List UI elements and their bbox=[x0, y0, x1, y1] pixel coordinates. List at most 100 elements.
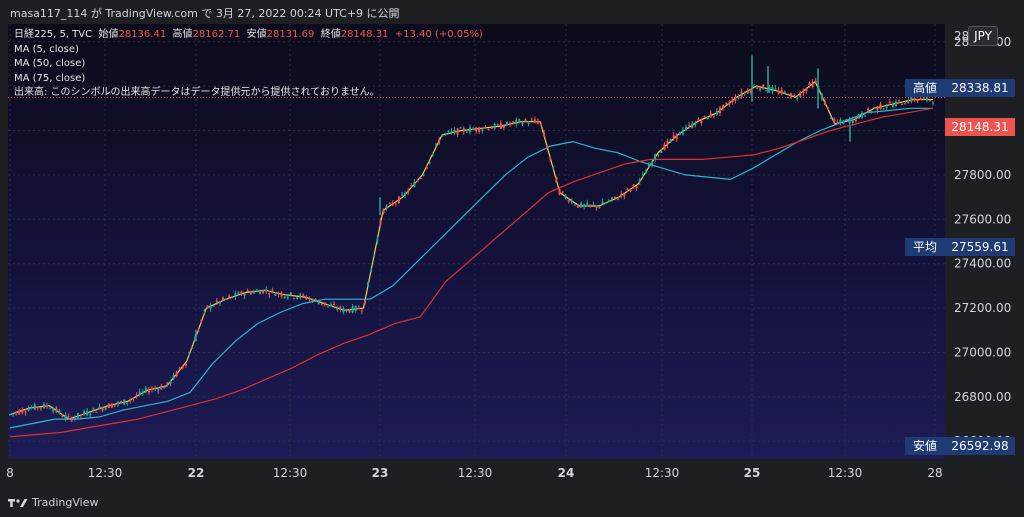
legend-ohlc-row: 日経225, 5, TVC 始値28136.41 高値28162.71 安値28… bbox=[14, 28, 483, 43]
candle-body bbox=[771, 86, 774, 92]
candle-body bbox=[129, 400, 132, 402]
candle-body bbox=[308, 297, 311, 300]
candle-body bbox=[861, 112, 863, 118]
candle-body bbox=[215, 300, 218, 303]
average-price-tag: 平均 27559.61 bbox=[905, 238, 1015, 256]
candle-body bbox=[712, 115, 715, 117]
candle-body bbox=[759, 88, 762, 91]
legend-symbol: 日経225, 5, TVC bbox=[14, 29, 93, 40]
candle-body bbox=[428, 162, 431, 164]
candle-body bbox=[135, 395, 138, 397]
candle-body bbox=[234, 293, 237, 297]
candle-body bbox=[320, 303, 323, 305]
legend-volume-note: 出来高: このシンボルの出来高データはデータ提供元から提供されておりません。 bbox=[14, 87, 380, 98]
candle-body bbox=[450, 131, 453, 133]
candle-body bbox=[694, 122, 697, 126]
candle-body bbox=[444, 133, 447, 135]
candle-body bbox=[499, 122, 502, 129]
candle-body bbox=[854, 118, 857, 122]
candle-body bbox=[289, 292, 292, 296]
candle-body bbox=[876, 106, 879, 111]
candle-body bbox=[95, 411, 98, 413]
legend-change: +13.40 (+0.05%) bbox=[394, 29, 483, 40]
candle-body bbox=[487, 128, 490, 131]
candle-body bbox=[24, 411, 27, 413]
candle-body bbox=[175, 371, 178, 376]
candle-body bbox=[404, 193, 407, 196]
candle-body bbox=[360, 310, 363, 312]
candle-body bbox=[530, 119, 533, 121]
time-tick-label: 28 bbox=[927, 466, 942, 480]
candle-body bbox=[259, 291, 262, 295]
candle-body bbox=[598, 206, 601, 208]
legend-ma50[interactable]: MA (50, close) bbox=[14, 58, 86, 69]
candle-body bbox=[762, 84, 765, 90]
candle-body bbox=[898, 99, 901, 101]
candle-body bbox=[740, 91, 743, 97]
tradingview-logo-icon bbox=[8, 498, 28, 507]
candle-body bbox=[555, 176, 558, 183]
candle-body bbox=[222, 297, 224, 300]
low-tag-value: 26592.98 bbox=[945, 437, 1015, 455]
currency-badge[interactable]: JPY bbox=[968, 26, 998, 46]
candle-body bbox=[382, 208, 385, 214]
candle-body bbox=[864, 115, 867, 117]
candle-body bbox=[734, 96, 737, 101]
candle-body bbox=[348, 310, 351, 313]
candle-body bbox=[113, 404, 116, 406]
publish-caption: masa117_114 が TradingView.com で 3月 27, 2… bbox=[10, 7, 400, 20]
candle-body bbox=[573, 204, 576, 206]
time-tick-label: 22 bbox=[188, 466, 205, 480]
candle-body bbox=[543, 132, 546, 137]
candle-body bbox=[416, 180, 419, 182]
candle-body bbox=[666, 140, 669, 146]
candle-body bbox=[719, 107, 721, 114]
candle-body bbox=[453, 129, 456, 133]
candle-body bbox=[73, 417, 76, 419]
tradingview-brand[interactable]: TradingView bbox=[8, 496, 98, 509]
candle-body bbox=[323, 302, 326, 306]
candle-body bbox=[465, 131, 468, 133]
candle-body bbox=[777, 90, 780, 94]
candle-body bbox=[70, 417, 73, 422]
candle-body bbox=[61, 416, 64, 418]
time-tick-label: 12:30 bbox=[828, 466, 863, 480]
candle-body bbox=[456, 128, 459, 135]
candle-body bbox=[725, 102, 728, 104]
candle-body bbox=[468, 127, 471, 133]
time-tick-label: 23 bbox=[372, 466, 389, 480]
candle-body bbox=[796, 98, 799, 100]
candle-body bbox=[144, 387, 147, 391]
candle-body bbox=[76, 412, 79, 418]
candle-body bbox=[586, 202, 589, 207]
candle-body bbox=[839, 119, 842, 123]
candle-body bbox=[345, 309, 348, 312]
legend-ma75[interactable]: MA (75, close) bbox=[14, 72, 86, 84]
candle-body bbox=[431, 153, 434, 155]
candle-body bbox=[512, 121, 515, 123]
legend-ma5[interactable]: MA (5, close) bbox=[14, 43, 79, 55]
candle-body bbox=[203, 310, 206, 312]
candle-body bbox=[808, 83, 811, 86]
candle-body bbox=[885, 106, 888, 108]
ma75-line bbox=[9, 107, 934, 438]
candle-body bbox=[154, 388, 157, 390]
candle-body bbox=[12, 413, 15, 415]
candle-body bbox=[626, 188, 629, 190]
candle-body bbox=[536, 121, 539, 124]
time-axis[interactable] bbox=[0, 459, 1024, 485]
candle-body bbox=[685, 126, 688, 131]
candle-body bbox=[888, 101, 891, 104]
candle-body bbox=[737, 96, 740, 99]
candle-body bbox=[364, 299, 366, 304]
candle-body bbox=[132, 397, 135, 399]
candle-body bbox=[527, 123, 530, 125]
candle-body bbox=[397, 196, 400, 204]
footer-bar bbox=[0, 485, 1024, 517]
candle-body bbox=[336, 308, 339, 310]
candle-body bbox=[827, 107, 830, 109]
legend-open: 28136.41 bbox=[118, 29, 167, 40]
candle-body bbox=[657, 154, 660, 156]
candle-body bbox=[533, 119, 536, 122]
candle-body bbox=[925, 96, 928, 101]
